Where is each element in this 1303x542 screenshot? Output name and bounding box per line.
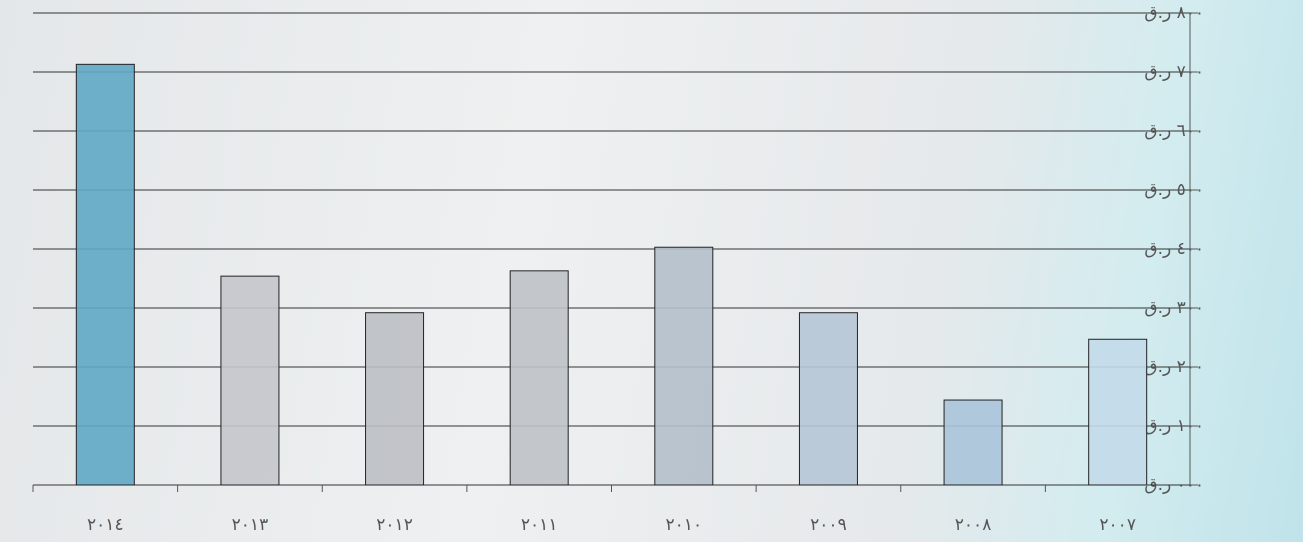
x-tick-label: ٢٠٠٩ <box>810 515 847 535</box>
bar <box>75 63 135 486</box>
bar <box>943 399 1003 486</box>
x-tick-label: ٢٠٠٧ <box>1099 515 1136 535</box>
bar <box>365 312 425 486</box>
x-tick-label: ٢٠١٢ <box>376 515 413 535</box>
y-tick-label: ٦٠٠ ر.ق <box>1144 121 1204 141</box>
x-tick-label: ٢٠١٤ <box>87 515 124 535</box>
y-tick-label: ٣٠٠ ر.ق <box>1144 298 1204 318</box>
y-tick-label: ٧٠٠ ر.ق <box>1144 62 1204 82</box>
bar <box>1088 338 1148 486</box>
y-tick-label: ١٠٠ ر.ق <box>1144 416 1204 436</box>
y-tick-label: ٥٠٠ ر.ق <box>1144 180 1204 200</box>
y-tick-label: ٢٠٠ ر.ق <box>1144 357 1204 377</box>
x-tick-label: ٢٠١٠ <box>666 515 703 535</box>
bar <box>654 246 714 486</box>
bar <box>509 270 569 486</box>
bar <box>220 275 280 486</box>
x-tick-label: ٢٠١١ <box>521 515 558 535</box>
bar <box>798 312 858 486</box>
x-tick-label: ٢٠١٣ <box>232 515 269 535</box>
y-tick-label: ٤٠٠ ر.ق <box>1144 239 1204 259</box>
x-tick-label: ٢٠٠٨ <box>955 515 992 535</box>
y-tick-label: ٨٠٠ ر.ق <box>1144 3 1204 23</box>
